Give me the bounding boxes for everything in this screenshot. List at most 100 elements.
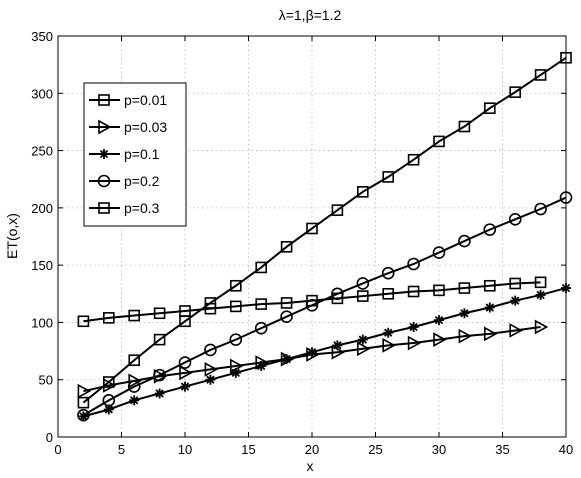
series-line xyxy=(83,326,541,393)
x-tick-label: 40 xyxy=(559,442,573,457)
data-point xyxy=(103,378,117,393)
legend-label: p=0.03 xyxy=(124,119,167,135)
data-point xyxy=(306,222,318,235)
data-point xyxy=(356,341,371,357)
data-point xyxy=(508,213,522,226)
data-point xyxy=(229,333,243,346)
y-tick-label: 0 xyxy=(46,430,53,445)
legend-label: p=0.2 xyxy=(124,173,160,189)
data-point xyxy=(77,408,90,422)
data-point xyxy=(230,279,242,292)
data-point xyxy=(256,360,267,371)
data-point xyxy=(382,287,395,300)
data-point xyxy=(180,381,190,392)
data-point xyxy=(332,340,343,351)
axis-ticks: 0 5 10 15 20 25 30 35 40 0 50 100 150 200 250 300 350 xyxy=(31,29,573,457)
data-point xyxy=(204,343,217,357)
x-tick-label: 5 xyxy=(118,442,125,457)
data-point xyxy=(204,302,217,315)
x-tick-label: 0 xyxy=(54,442,61,457)
legend-label: p=0.3 xyxy=(124,200,160,216)
data-point xyxy=(382,337,396,353)
series-2 xyxy=(77,319,549,399)
data-point xyxy=(407,153,420,166)
legend-marker xyxy=(97,174,111,188)
data-point xyxy=(281,354,292,365)
data-point xyxy=(408,322,419,333)
x-tick-label: 35 xyxy=(495,442,509,457)
data-point xyxy=(154,388,165,399)
data-point xyxy=(534,276,547,289)
data-point xyxy=(383,327,394,338)
data-point xyxy=(458,328,473,344)
data-point xyxy=(178,356,192,369)
data-point xyxy=(407,257,420,271)
y-tick-label: 250 xyxy=(31,144,53,159)
data-point xyxy=(153,368,166,382)
data-point xyxy=(280,310,293,324)
data-point xyxy=(128,373,142,389)
series-line xyxy=(83,281,541,323)
legend-marker xyxy=(99,149,109,159)
data-point xyxy=(433,284,445,297)
data-point xyxy=(356,277,370,290)
data-point xyxy=(306,294,318,307)
data-point xyxy=(230,367,241,378)
legend-entry: p=0.1 xyxy=(89,146,160,162)
legend-label: p=0.1 xyxy=(124,146,160,162)
x-tick-label: 10 xyxy=(178,442,192,457)
data-point xyxy=(128,354,140,367)
y-tick-label: 50 xyxy=(39,373,53,388)
data-point xyxy=(179,365,193,381)
data-point xyxy=(153,333,166,346)
data-point xyxy=(535,289,546,300)
legend-entry: p=0.2 xyxy=(89,173,160,189)
legend-label: p=0.01 xyxy=(124,92,167,108)
data-point xyxy=(77,315,90,328)
y-tick-label: 100 xyxy=(31,315,53,330)
series-layer xyxy=(77,51,573,422)
x-tick-label: 15 xyxy=(241,442,255,457)
y-tick-label: 350 xyxy=(31,29,53,44)
series-3 xyxy=(78,283,571,422)
data-point xyxy=(433,135,445,148)
data-point xyxy=(357,334,368,345)
legend-entry: p=0.01 xyxy=(89,92,167,108)
data-point xyxy=(407,285,420,298)
data-point xyxy=(382,171,395,183)
data-point xyxy=(459,308,470,319)
y-tick-label: 150 xyxy=(31,258,53,273)
chart-title: λ=1,β=1.2 xyxy=(279,7,342,23)
data-point xyxy=(129,395,140,406)
data-point xyxy=(483,102,496,114)
data-point xyxy=(255,298,268,310)
data-point xyxy=(509,277,522,290)
data-point xyxy=(230,300,242,313)
data-point xyxy=(434,315,444,326)
y-tick-label: 300 xyxy=(31,86,53,101)
data-point xyxy=(356,186,369,198)
data-point xyxy=(331,204,344,216)
data-point xyxy=(458,120,471,133)
data-point xyxy=(77,396,90,409)
data-point xyxy=(534,202,547,216)
legend-entry: p=0.03 xyxy=(89,119,167,135)
data-point xyxy=(127,380,141,393)
data-point xyxy=(103,404,114,415)
x-tick-label: 25 xyxy=(368,442,382,457)
data-point xyxy=(103,312,115,324)
data-point xyxy=(254,321,268,335)
data-point xyxy=(458,282,471,294)
legend-marker xyxy=(98,94,110,106)
data-point xyxy=(153,307,166,320)
legend: p=0.01 p=0.03 p=0.1 p=0.2 p=0.3 xyxy=(83,82,187,227)
series-5 xyxy=(77,276,547,328)
data-point xyxy=(255,261,268,274)
data-point xyxy=(484,302,495,313)
data-point xyxy=(102,394,116,407)
data-point xyxy=(483,223,497,236)
x-axis-label: x xyxy=(307,458,314,474)
data-point xyxy=(179,305,191,317)
data-point xyxy=(128,309,140,322)
